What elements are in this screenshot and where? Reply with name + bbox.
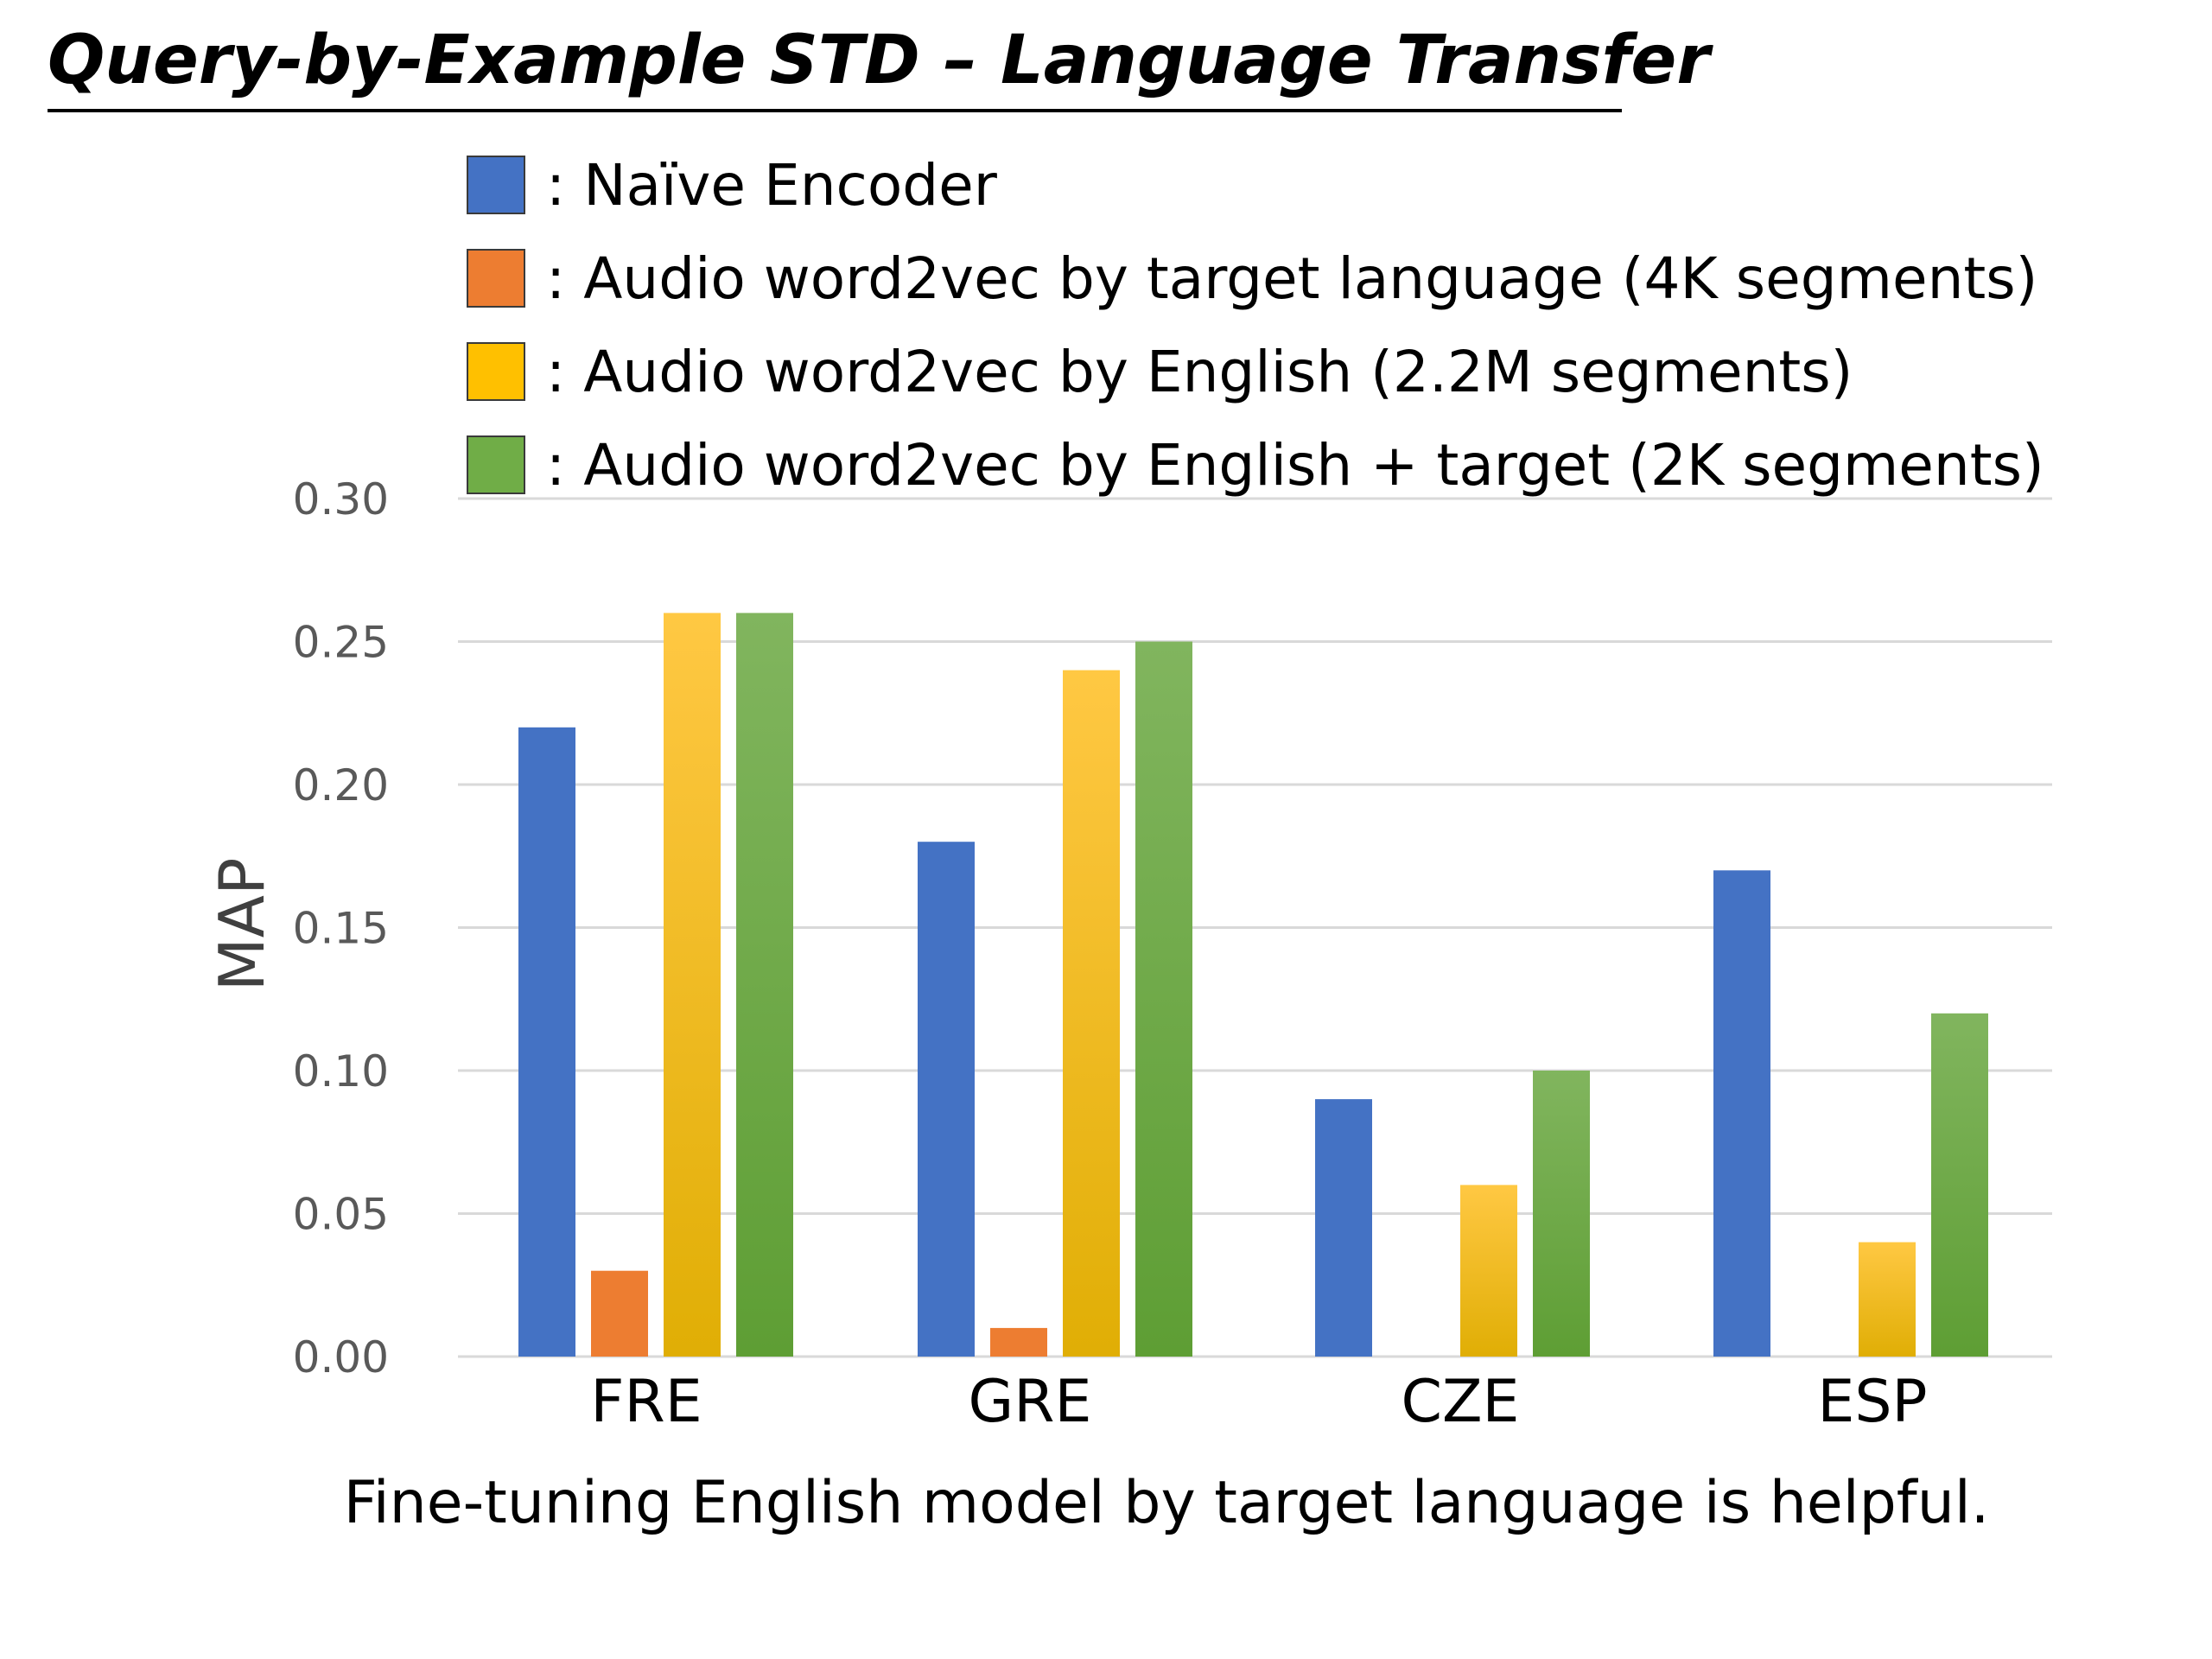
bar [1315, 1099, 1372, 1357]
legend-item-english: : Audio word2vec by English (2.2M segmen… [467, 325, 2044, 418]
bar [591, 1270, 648, 1357]
bar [736, 613, 793, 1357]
legend-label: : Audio word2vec by English + target (2K… [546, 431, 2044, 499]
legend-swatch [467, 342, 525, 401]
legend-swatch [467, 435, 525, 494]
bar [664, 613, 721, 1357]
y-tick-label: 0.20 [293, 760, 389, 810]
x-category-label: FRE [590, 1368, 702, 1436]
y-tick-label: 0.15 [293, 904, 389, 954]
slide-footnote: Fine-tuning English model by target lang… [343, 1469, 1990, 1537]
bar [1713, 870, 1770, 1357]
legend: : Naïve Encoder : Audio word2vec by targ… [467, 138, 2044, 512]
y-tick-label: 0.25 [293, 618, 389, 668]
x-axis-categories: FRE GRE CZE ESP [590, 1368, 1927, 1436]
bar [1533, 1071, 1590, 1357]
y-axis-title: MAP [206, 858, 278, 992]
legend-swatch [467, 249, 525, 308]
bar [1063, 670, 1120, 1357]
bar [918, 842, 975, 1357]
x-category-label: ESP [1817, 1368, 1927, 1436]
y-tick-label: 0.30 [293, 474, 389, 524]
legend-label: : Naïve Encoder [546, 151, 997, 219]
bars [518, 613, 1988, 1357]
y-tick-label: 0.05 [293, 1190, 389, 1240]
bar [518, 727, 575, 1357]
bar [990, 1327, 1047, 1357]
title-underline [48, 109, 1622, 112]
gridlines [458, 497, 2052, 1358]
x-category-label: CZE [1401, 1368, 1519, 1436]
legend-label: : Audio word2vec by target language (4K … [546, 245, 2038, 312]
bar [1460, 1185, 1517, 1357]
bar [1135, 641, 1192, 1357]
legend-item-target-language: : Audio word2vec by target language (4K … [467, 232, 2044, 325]
bar [1859, 1242, 1916, 1357]
y-tick-label: 0.00 [293, 1332, 389, 1382]
legend-item-naive-encoder: : Naïve Encoder [467, 138, 2044, 232]
bar [1931, 1013, 1988, 1357]
legend-label: : Audio word2vec by English (2.2M segmen… [546, 338, 1853, 405]
x-category-label: GRE [969, 1368, 1092, 1436]
y-axis-ticks: 0.00 0.05 0.10 0.15 0.20 0.25 0.30 [293, 474, 389, 1382]
legend-item-english-plus-target: : Audio word2vec by English + target (2K… [467, 418, 2044, 512]
y-tick-label: 0.10 [293, 1046, 389, 1096]
slide-title: Query-by-Example STD – Language Transfer [48, 22, 1710, 99]
legend-swatch [467, 156, 525, 214]
